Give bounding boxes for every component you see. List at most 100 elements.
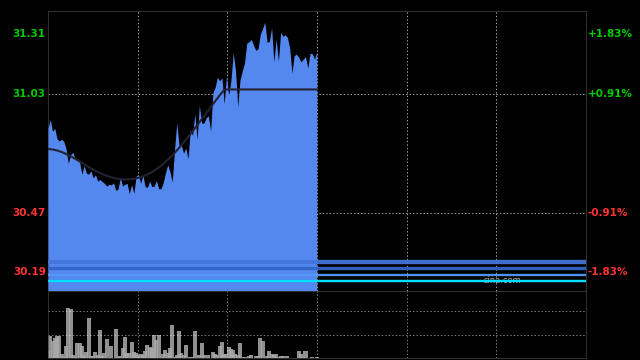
Bar [218, 346, 221, 358]
Text: 31.31: 31.31 [13, 29, 46, 39]
Bar [55, 336, 59, 358]
Bar [254, 356, 258, 358]
Bar [125, 353, 129, 358]
Bar [222, 354, 226, 358]
Bar [274, 354, 278, 358]
Bar [80, 346, 84, 358]
Bar [48, 267, 586, 269]
Bar [48, 336, 52, 358]
Bar [299, 354, 303, 358]
Bar [76, 343, 79, 358]
Bar [225, 354, 228, 358]
Bar [91, 356, 95, 358]
Bar [281, 356, 285, 358]
Bar [227, 347, 231, 358]
Bar [236, 355, 240, 358]
Bar [303, 351, 308, 358]
Bar [294, 357, 298, 358]
Bar [163, 350, 168, 358]
Bar [276, 357, 280, 358]
Text: -0.91%: -0.91% [588, 208, 628, 218]
Bar [46, 351, 50, 358]
Bar [114, 329, 118, 358]
Bar [98, 330, 102, 358]
Bar [166, 353, 170, 358]
Bar [141, 355, 145, 358]
Bar [95, 355, 100, 358]
Bar [100, 356, 104, 358]
Text: +0.91%: +0.91% [588, 89, 633, 99]
Text: -1.83%: -1.83% [588, 267, 628, 277]
Bar [52, 338, 57, 358]
Bar [188, 357, 193, 358]
Bar [263, 357, 267, 358]
Text: +1.83%: +1.83% [588, 29, 633, 39]
Bar [168, 348, 172, 358]
Bar [209, 357, 212, 358]
Bar [48, 280, 586, 281]
Bar [71, 355, 75, 358]
Bar [315, 357, 319, 358]
Bar [182, 355, 186, 358]
Bar [123, 337, 127, 358]
Bar [297, 351, 301, 358]
Bar [177, 331, 181, 358]
Bar [220, 342, 224, 358]
Bar [301, 357, 305, 358]
Bar [260, 341, 264, 358]
Bar [127, 353, 131, 358]
Bar [243, 356, 246, 358]
Bar [89, 356, 93, 358]
Bar [200, 343, 204, 358]
Bar [68, 309, 72, 358]
Bar [213, 354, 217, 358]
Bar [256, 356, 260, 358]
Bar [238, 343, 242, 358]
Bar [139, 354, 143, 358]
Bar [170, 325, 174, 358]
Bar [145, 345, 149, 358]
Bar [67, 308, 70, 358]
Bar [290, 357, 294, 358]
Bar [48, 274, 586, 275]
Bar [129, 342, 134, 358]
Bar [64, 346, 68, 358]
Bar [77, 343, 82, 358]
Bar [234, 354, 237, 358]
Bar [179, 353, 183, 358]
Bar [82, 355, 86, 358]
Bar [51, 341, 54, 358]
Bar [172, 357, 177, 358]
Bar [134, 353, 138, 358]
Bar [109, 346, 113, 358]
Bar [184, 345, 188, 358]
Bar [62, 357, 66, 358]
Bar [57, 336, 61, 358]
Bar [206, 355, 211, 358]
Bar [86, 318, 91, 358]
Text: 30.47: 30.47 [13, 208, 46, 218]
Text: sina.com: sina.com [483, 276, 521, 285]
Bar [202, 355, 206, 358]
Bar [143, 351, 147, 358]
Bar [231, 350, 236, 358]
Bar [197, 355, 202, 358]
Bar [211, 352, 215, 358]
Bar [247, 356, 251, 358]
Bar [118, 356, 122, 358]
Bar [116, 357, 120, 358]
Bar [73, 357, 77, 358]
Bar [259, 338, 262, 358]
Bar [310, 357, 314, 358]
Text: 30.19: 30.19 [13, 267, 46, 277]
Bar [48, 260, 586, 263]
Bar [136, 355, 140, 358]
Bar [272, 355, 276, 358]
Bar [269, 354, 274, 358]
Bar [285, 356, 289, 358]
Bar [154, 340, 159, 358]
Bar [132, 352, 136, 358]
Bar [216, 355, 220, 358]
Bar [157, 335, 161, 358]
Bar [161, 354, 165, 358]
